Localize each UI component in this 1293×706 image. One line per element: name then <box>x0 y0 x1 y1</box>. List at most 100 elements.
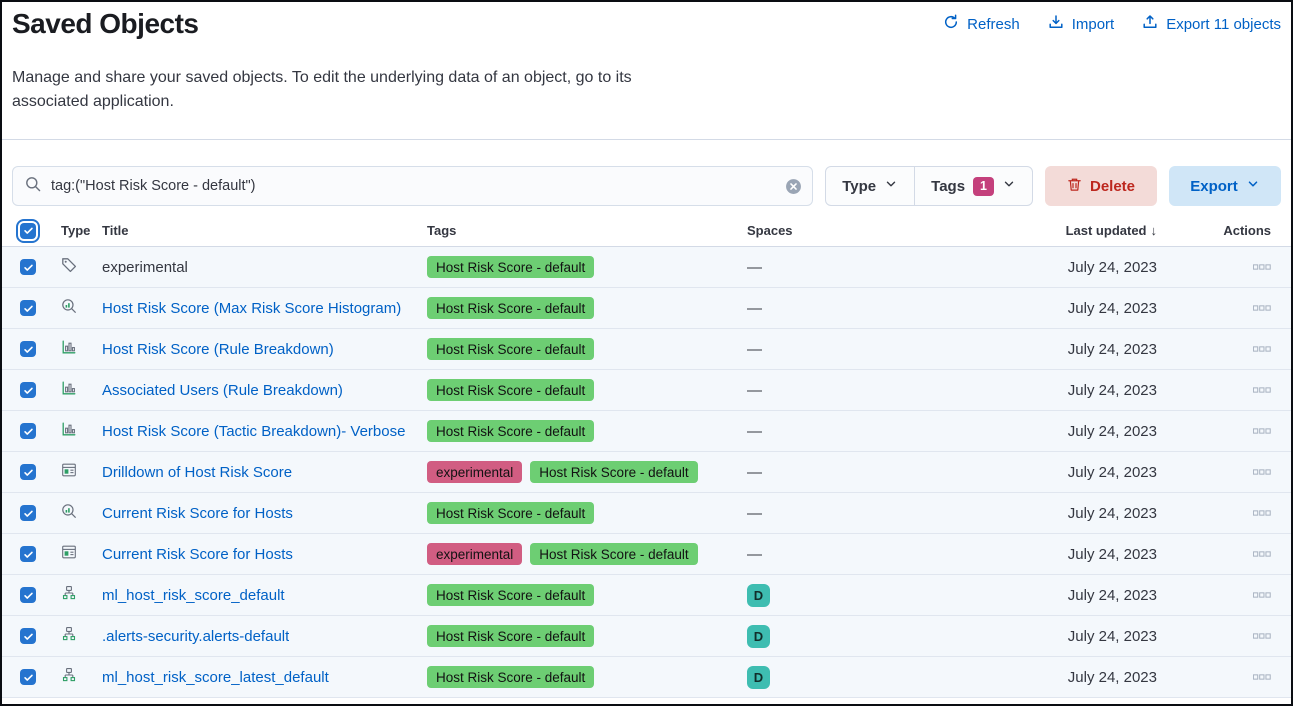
table-body: experimental Host Risk Score - default — Ju… <box>2 247 1291 698</box>
tag-badge[interactable]: Host Risk Score - default <box>427 420 595 442</box>
spaces-empty-dash: — <box>747 422 762 440</box>
row-actions-menu-icon[interactable] <box>1253 633 1271 639</box>
clear-search-icon[interactable] <box>785 178 802 195</box>
table-row: experimental Host Risk Score - default — Ju… <box>2 247 1291 288</box>
space-badge: D <box>747 624 770 648</box>
object-title-link[interactable]: Current Risk Score for Hosts <box>102 545 293 563</box>
saved-objects-table: Type Title Tags Spaces Last updated ↓ Ac… <box>2 215 1291 698</box>
row-checkbox[interactable] <box>20 587 36 603</box>
tag-badge[interactable]: Host Risk Score - default <box>427 625 595 647</box>
table-row: ml_host_risk_score_default Host Risk Scor… <box>2 575 1291 616</box>
row-checkbox[interactable] <box>20 341 36 357</box>
toolbar: Type Tags 1 Delete Export <box>2 166 1291 206</box>
index-pattern-icon <box>61 585 77 606</box>
tag-badge[interactable]: Host Risk Score - default <box>427 502 595 524</box>
table-row: Host Risk Score (Tactic Breakdown)- Verb… <box>2 411 1291 452</box>
index-pattern-icon <box>61 626 77 647</box>
import-icon <box>1048 14 1064 34</box>
search-input[interactable] <box>51 178 786 194</box>
object-title-link[interactable]: Associated Users (Rule Breakdown) <box>102 381 343 399</box>
row-actions-menu-icon[interactable] <box>1253 428 1271 434</box>
row-actions-menu-icon[interactable] <box>1253 305 1271 311</box>
spaces-empty-dash: — <box>747 258 762 276</box>
dashboard-icon <box>61 462 77 483</box>
import-label: Import <box>1071 15 1115 33</box>
tag-badge[interactable]: Host Risk Score - default <box>530 543 698 565</box>
row-actions-menu-icon[interactable] <box>1253 469 1271 475</box>
last-updated-value: July 24, 2023 <box>1067 299 1157 317</box>
type-filter-label: Type <box>842 177 877 195</box>
tag-badge[interactable]: Host Risk Score - default <box>427 584 595 606</box>
row-checkbox[interactable] <box>20 464 36 480</box>
column-header-type: Type <box>61 223 91 238</box>
last-updated-value: July 24, 2023 <box>1067 627 1157 645</box>
refresh-button[interactable]: Refresh <box>943 14 1020 34</box>
export-all-button[interactable]: Export 11 objects <box>1142 14 1281 34</box>
row-actions-menu-icon[interactable] <box>1253 674 1271 680</box>
delete-button[interactable]: Delete <box>1045 166 1157 206</box>
object-title-text: experimental <box>102 258 188 276</box>
last-updated-label: Last updated <box>1065 223 1147 238</box>
row-actions-menu-icon[interactable] <box>1253 510 1271 516</box>
object-title-link[interactable]: Host Risk Score (Tactic Breakdown)- Verb… <box>102 422 406 440</box>
last-updated-value: July 24, 2023 <box>1067 668 1157 686</box>
page-description: Manage and share your saved objects. To … <box>12 69 632 110</box>
visualization-icon <box>61 339 77 360</box>
tag-badge[interactable]: Host Risk Score - default <box>530 461 698 483</box>
import-button[interactable]: Import <box>1048 14 1115 34</box>
visualization-icon <box>61 421 77 442</box>
row-actions-menu-icon[interactable] <box>1253 551 1271 557</box>
row-checkbox[interactable] <box>20 546 36 562</box>
row-checkbox[interactable] <box>20 300 36 316</box>
last-updated-value: July 24, 2023 <box>1067 463 1157 481</box>
dashboard-icon <box>61 544 77 565</box>
table-row: Drilldown of Host Risk Score experimental… <box>2 452 1291 493</box>
table-row: ml_host_risk_score_latest_default Host Ri… <box>2 657 1291 698</box>
last-updated-value: July 24, 2023 <box>1067 340 1157 358</box>
row-checkbox[interactable] <box>20 669 36 685</box>
object-title-link[interactable]: Drilldown of Host Risk Score <box>102 463 293 481</box>
row-actions-menu-icon[interactable] <box>1253 346 1271 352</box>
type-filter-button[interactable]: Type <box>826 167 914 205</box>
table-row: Associated Users (Rule Breakdown) Host Ri… <box>2 370 1291 411</box>
object-title-link[interactable]: ml_host_risk_score_default <box>102 586 285 604</box>
row-checkbox[interactable] <box>20 259 36 275</box>
visualization-icon <box>61 380 77 401</box>
object-title-link[interactable]: Current Risk Score for Hosts <box>102 504 293 522</box>
refresh-icon <box>943 14 959 34</box>
row-checkbox[interactable] <box>20 505 36 521</box>
export-selected-button[interactable]: Export <box>1169 166 1281 206</box>
row-actions-menu-icon[interactable] <box>1253 387 1271 393</box>
tag-badge[interactable]: Host Risk Score - default <box>427 338 595 360</box>
tags-filter-button[interactable]: Tags 1 <box>915 167 1032 205</box>
table-row: .alerts-security.alerts-default Host Risk… <box>2 616 1291 657</box>
chevron-down-icon <box>1246 177 1260 195</box>
object-title-link[interactable]: Host Risk Score (Max Risk Score Histogra… <box>102 299 402 317</box>
tag-badge[interactable]: experimental <box>427 461 523 483</box>
last-updated-value: July 24, 2023 <box>1067 545 1157 563</box>
column-header-last-updated[interactable]: Last updated ↓ <box>1037 223 1157 238</box>
table-row: Host Risk Score (Rule Breakdown) Host Ris… <box>2 329 1291 370</box>
column-header-tags: Tags <box>427 223 457 238</box>
index-pattern-icon <box>61 667 77 688</box>
column-header-title: Title <box>102 223 129 238</box>
select-all-checkbox[interactable] <box>16 218 40 243</box>
page-header: Saved Objects Refresh Import Export 11 o… <box>2 8 1291 40</box>
row-actions-menu-icon[interactable] <box>1253 264 1271 270</box>
delete-label: Delete <box>1089 177 1136 195</box>
object-title-link[interactable]: ml_host_risk_score_latest_default <box>102 668 329 686</box>
row-actions-menu-icon[interactable] <box>1253 592 1271 598</box>
object-title-link[interactable]: Host Risk Score (Rule Breakdown) <box>102 340 334 358</box>
row-checkbox[interactable] <box>20 423 36 439</box>
export-icon <box>1142 14 1158 34</box>
spaces-empty-dash: — <box>747 545 762 563</box>
object-title-link[interactable]: .alerts-security.alerts-default <box>102 627 290 645</box>
tag-badge[interactable]: experimental <box>427 543 523 565</box>
row-checkbox[interactable] <box>20 628 36 644</box>
tag-badge[interactable]: Host Risk Score - default <box>427 379 595 401</box>
tag-badge[interactable]: Host Risk Score - default <box>427 666 595 688</box>
row-checkbox[interactable] <box>20 382 36 398</box>
search-icon <box>25 176 41 197</box>
tag-badge[interactable]: Host Risk Score - default <box>427 256 595 278</box>
tag-badge[interactable]: Host Risk Score - default <box>427 297 595 319</box>
